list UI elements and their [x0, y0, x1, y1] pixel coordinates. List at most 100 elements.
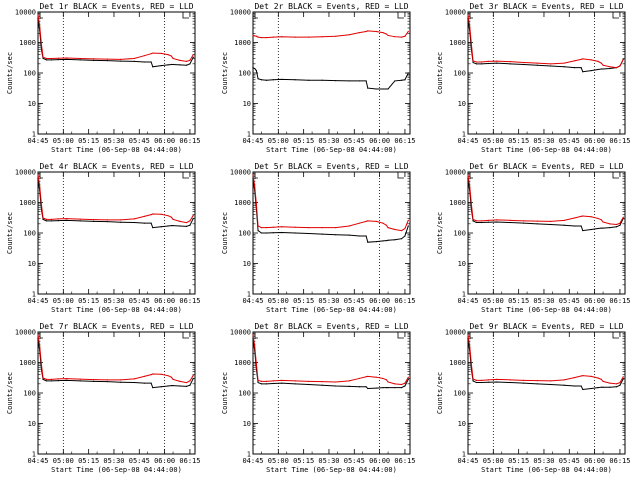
- data-point-events: [308, 79, 310, 81]
- data-point-events: [66, 58, 68, 60]
- xtick-label: 05:00: [268, 457, 289, 465]
- start-bracket: [469, 332, 473, 339]
- ytick-label: 10: [28, 260, 36, 268]
- data-point-events: [42, 57, 44, 60]
- data-point-events: [281, 231, 283, 234]
- xtick-label: 05:15: [508, 457, 529, 465]
- data-point-lld: [597, 60, 599, 63]
- data-point-events: [622, 378, 624, 380]
- xtick-label: 05:45: [559, 457, 580, 465]
- data-point-events: [536, 64, 538, 66]
- ytick-label: 100: [238, 70, 251, 78]
- ytick-label: 10: [28, 420, 36, 428]
- data-point-events: [367, 87, 369, 89]
- data-point-lld: [496, 378, 498, 380]
- plot-frame: [37, 11, 196, 135]
- data-point-lld: [472, 218, 474, 220]
- data-point-lld: [404, 382, 406, 384]
- ytick-label: 10000: [445, 329, 466, 337]
- data-point-lld: [272, 380, 274, 382]
- ytick-label: 1000: [449, 199, 466, 207]
- xtick-label: 05:15: [508, 297, 529, 305]
- data-point-events: [404, 79, 406, 81]
- data-point-events: [563, 384, 565, 386]
- data-point-events: [150, 382, 152, 384]
- data-point-lld: [615, 383, 618, 385]
- data-point-events: [192, 56, 194, 58]
- data-point-lld: [580, 58, 582, 60]
- data-point-events: [404, 385, 406, 387]
- data-point-events: [120, 221, 122, 223]
- data-point-lld: [400, 383, 403, 386]
- series-line-lld: [252, 174, 409, 232]
- panel-title: Det 8r BLACK = Events, RED = LLD: [254, 322, 408, 331]
- xtick-label: 04:45: [27, 297, 48, 305]
- xtick-label: 04:45: [242, 297, 263, 305]
- data-point-lld: [106, 219, 108, 221]
- data-point-events: [57, 380, 59, 382]
- data-point-lld: [358, 222, 360, 224]
- xtick-label: 05:15: [78, 457, 99, 465]
- data-point-events: [582, 71, 584, 73]
- data-point-lld: [348, 34, 350, 36]
- data-point-lld: [602, 380, 604, 382]
- data-point-events: [400, 387, 403, 389]
- y-axis-label: Counts/sec: [6, 212, 14, 254]
- xtick-label: 05:45: [344, 137, 365, 145]
- data-point-lld: [480, 220, 483, 222]
- x-axis-label: Start Time (06-Sep-08 04:44:00): [481, 306, 612, 314]
- data-point-lld: [42, 56, 44, 58]
- xtick-label: 05:00: [483, 297, 504, 305]
- data-point-events: [563, 66, 565, 68]
- data-point-lld: [563, 219, 565, 221]
- data-point-lld: [536, 220, 538, 222]
- ytick-label: 1: [247, 451, 251, 459]
- data-point-lld: [550, 380, 552, 382]
- data-point-lld: [255, 363, 257, 365]
- data-point-lld: [407, 376, 409, 378]
- data-point-lld: [573, 60, 575, 62]
- xtick-label: 05:15: [293, 457, 314, 465]
- ytick-label: 10: [243, 260, 251, 268]
- data-point-lld: [496, 219, 498, 221]
- data-point-lld: [375, 30, 377, 33]
- data-point-events: [597, 227, 599, 230]
- panel-det-9r: Det 9r BLACK = Events, RED = LLD 1 10 100 10…: [436, 322, 630, 474]
- end-bracket: [397, 332, 404, 339]
- xtick-label: 05:00: [53, 137, 74, 145]
- data-point-events: [120, 381, 122, 383]
- ytick-label: 100: [23, 390, 36, 398]
- data-point-events: [573, 67, 575, 69]
- data-point-lld: [469, 185, 471, 187]
- data-point-lld: [281, 379, 283, 381]
- data-point-lld: [260, 380, 263, 382]
- data-point-events: [133, 60, 135, 63]
- data-point-events: [321, 79, 323, 81]
- y-axis-label: Counts/sec: [436, 52, 444, 94]
- data-point-events: [335, 234, 337, 236]
- series-line-events: [252, 67, 409, 90]
- data-point-lld: [40, 43, 42, 45]
- data-point-lld: [365, 376, 367, 378]
- end-bracket: [612, 12, 619, 19]
- data-point-lld: [358, 377, 360, 380]
- data-point-events: [394, 387, 396, 389]
- data-point-events: [375, 387, 377, 389]
- plot-frame: [252, 11, 411, 135]
- data-point-events: [281, 382, 283, 384]
- data-point-lld: [143, 375, 145, 378]
- data-point-lld: [150, 214, 152, 216]
- data-point-events: [365, 235, 367, 237]
- data-point-events: [335, 385, 337, 387]
- data-point-events: [365, 386, 367, 388]
- data-point-lld: [106, 58, 108, 60]
- xtick-label: 05:30: [533, 457, 554, 465]
- data-point-events: [185, 64, 188, 66]
- data-point-lld: [42, 217, 44, 219]
- data-point-lld: [472, 378, 474, 380]
- ytick-label: 1: [462, 451, 466, 459]
- data-point-lld: [160, 52, 162, 54]
- data-point-lld: [167, 54, 169, 56]
- data-point-lld: [590, 216, 592, 218]
- y-axis-label: Counts/sec: [436, 212, 444, 254]
